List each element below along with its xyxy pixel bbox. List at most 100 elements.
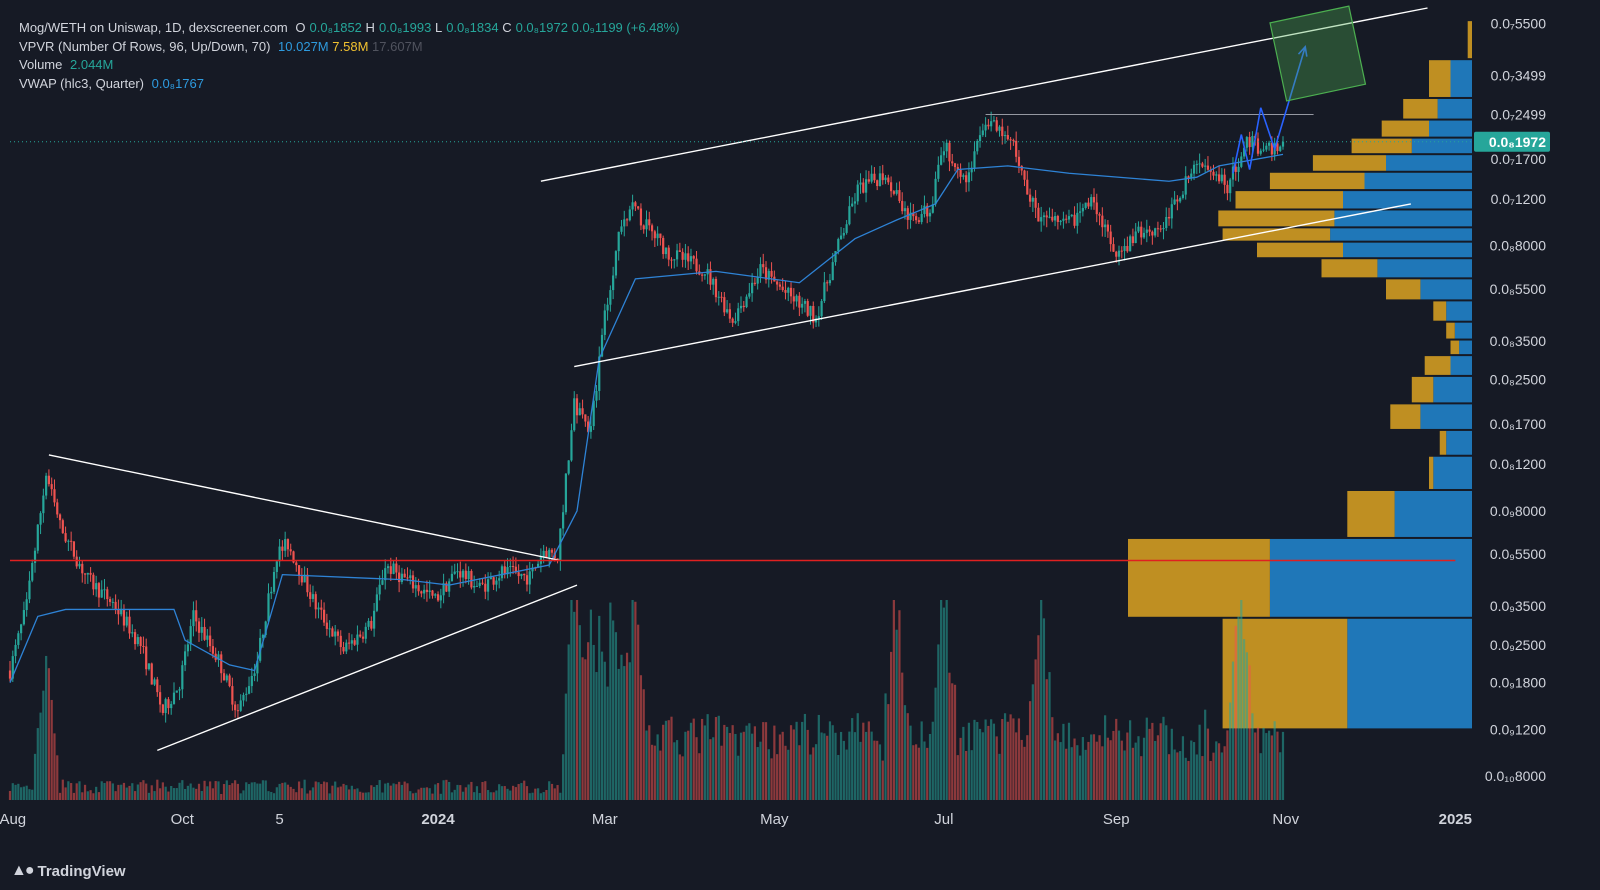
volume-bar <box>1156 735 1160 800</box>
volume-bar <box>1056 733 1059 800</box>
volume-bar <box>612 620 615 800</box>
volume-bar <box>364 792 367 800</box>
candle-body <box>83 573 87 575</box>
volume-bar <box>959 737 962 800</box>
volume-bar <box>828 721 832 800</box>
volume-bar <box>453 789 456 800</box>
volume-bar <box>322 781 326 800</box>
volume-bar <box>448 781 451 800</box>
candle-body <box>1115 251 1118 257</box>
volume-bar <box>1165 725 1168 800</box>
candle-body <box>973 151 976 168</box>
volume-profile-down-bar <box>1312 155 1386 171</box>
candle-body <box>1126 246 1129 252</box>
candle-body <box>453 571 456 574</box>
volume-bar <box>1070 747 1073 800</box>
candle-body <box>648 219 651 226</box>
candle-body <box>478 582 481 586</box>
volume-bar <box>1126 732 1129 800</box>
volume-bar <box>36 728 39 800</box>
candle-body <box>339 635 342 648</box>
volume-bar <box>903 705 907 800</box>
volume-bar <box>1140 756 1143 800</box>
volume-bar <box>1104 715 1107 800</box>
volume-bar <box>695 737 698 800</box>
candle-body <box>550 549 554 553</box>
symbol-title[interactable]: Mog/WETH on Uniswap, 1D, dexscreener.com <box>19 20 288 35</box>
candle-body <box>901 200 904 212</box>
volume-bar <box>564 693 567 800</box>
volume-bar <box>314 781 317 800</box>
candle-body <box>962 175 965 177</box>
candle-body <box>992 120 996 122</box>
volume-bar <box>470 781 473 800</box>
candle-body <box>720 296 723 298</box>
candle-body <box>873 173 876 181</box>
volume-bar <box>1148 728 1151 800</box>
vwap-indicator-label[interactable]: VWAP (hlc3, Quarter) <box>19 75 144 91</box>
candle-body <box>781 286 784 290</box>
volume-bar <box>150 785 153 800</box>
candle-body <box>1140 226 1143 238</box>
volume-profile-down-bar <box>1403 98 1438 119</box>
candle-body <box>612 275 615 291</box>
volume-indicator-label[interactable]: Volume <box>19 57 63 72</box>
candle-body <box>862 182 865 193</box>
triangle-lower-trendline <box>157 584 578 752</box>
volume-bar <box>300 788 303 800</box>
candle-body <box>1062 218 1065 221</box>
vpvr-indicator-label[interactable]: VPVR (Number Of Rows, 96, Up/Down, 70) <box>19 38 271 54</box>
candle-body <box>125 616 128 626</box>
candle-body <box>1165 216 1168 229</box>
volume-bar <box>1081 737 1084 800</box>
candle-body <box>167 699 170 709</box>
candle-body <box>217 654 220 660</box>
candle-body <box>820 301 823 317</box>
candle-body <box>181 665 184 690</box>
volume-bar <box>50 699 53 800</box>
candle-body <box>1104 224 1107 228</box>
volume-bar <box>1006 721 1009 800</box>
volume-bar <box>256 783 259 800</box>
volume-bar <box>133 791 137 800</box>
candle-body <box>659 233 662 238</box>
candle-body <box>178 689 181 691</box>
volume-bar <box>1159 723 1162 800</box>
candle-body <box>717 296 720 298</box>
volume-profile-up-bar <box>1364 172 1472 190</box>
volume-bar <box>759 741 762 800</box>
volume-bar <box>378 780 381 800</box>
candle-body <box>192 610 195 627</box>
tradingview-logo[interactable]: ▲● TradingView <box>11 862 126 880</box>
candle-body <box>425 589 429 592</box>
close-label: C <box>502 20 512 35</box>
vwap-value: 0.0₈1767 <box>151 75 204 91</box>
volume-bar <box>475 786 479 800</box>
volume-profile-down-bar <box>1269 172 1365 190</box>
candle-body <box>267 593 270 622</box>
candle-body <box>595 390 598 401</box>
volume-bar <box>1065 748 1068 800</box>
candle-body <box>1229 179 1232 194</box>
candle-body <box>511 566 515 568</box>
volume-bar <box>523 780 526 800</box>
volume-bar <box>1198 724 1201 800</box>
candle-body <box>687 253 690 262</box>
candle-body <box>965 175 968 183</box>
candle-body <box>734 321 737 323</box>
candle-body <box>373 610 376 629</box>
candle-body <box>331 628 334 637</box>
volume-bar <box>1206 728 1210 800</box>
volume-bar <box>1262 727 1265 800</box>
candle-body <box>1109 231 1112 245</box>
candle-body <box>1034 197 1037 208</box>
volume-bar <box>220 793 223 800</box>
candle-body <box>809 305 812 316</box>
candle-body <box>573 398 576 431</box>
candle-body <box>1170 204 1173 219</box>
volume-bar <box>28 789 31 800</box>
volume-bar <box>675 740 679 800</box>
volume-bar <box>773 725 776 800</box>
candle-body <box>531 567 534 572</box>
